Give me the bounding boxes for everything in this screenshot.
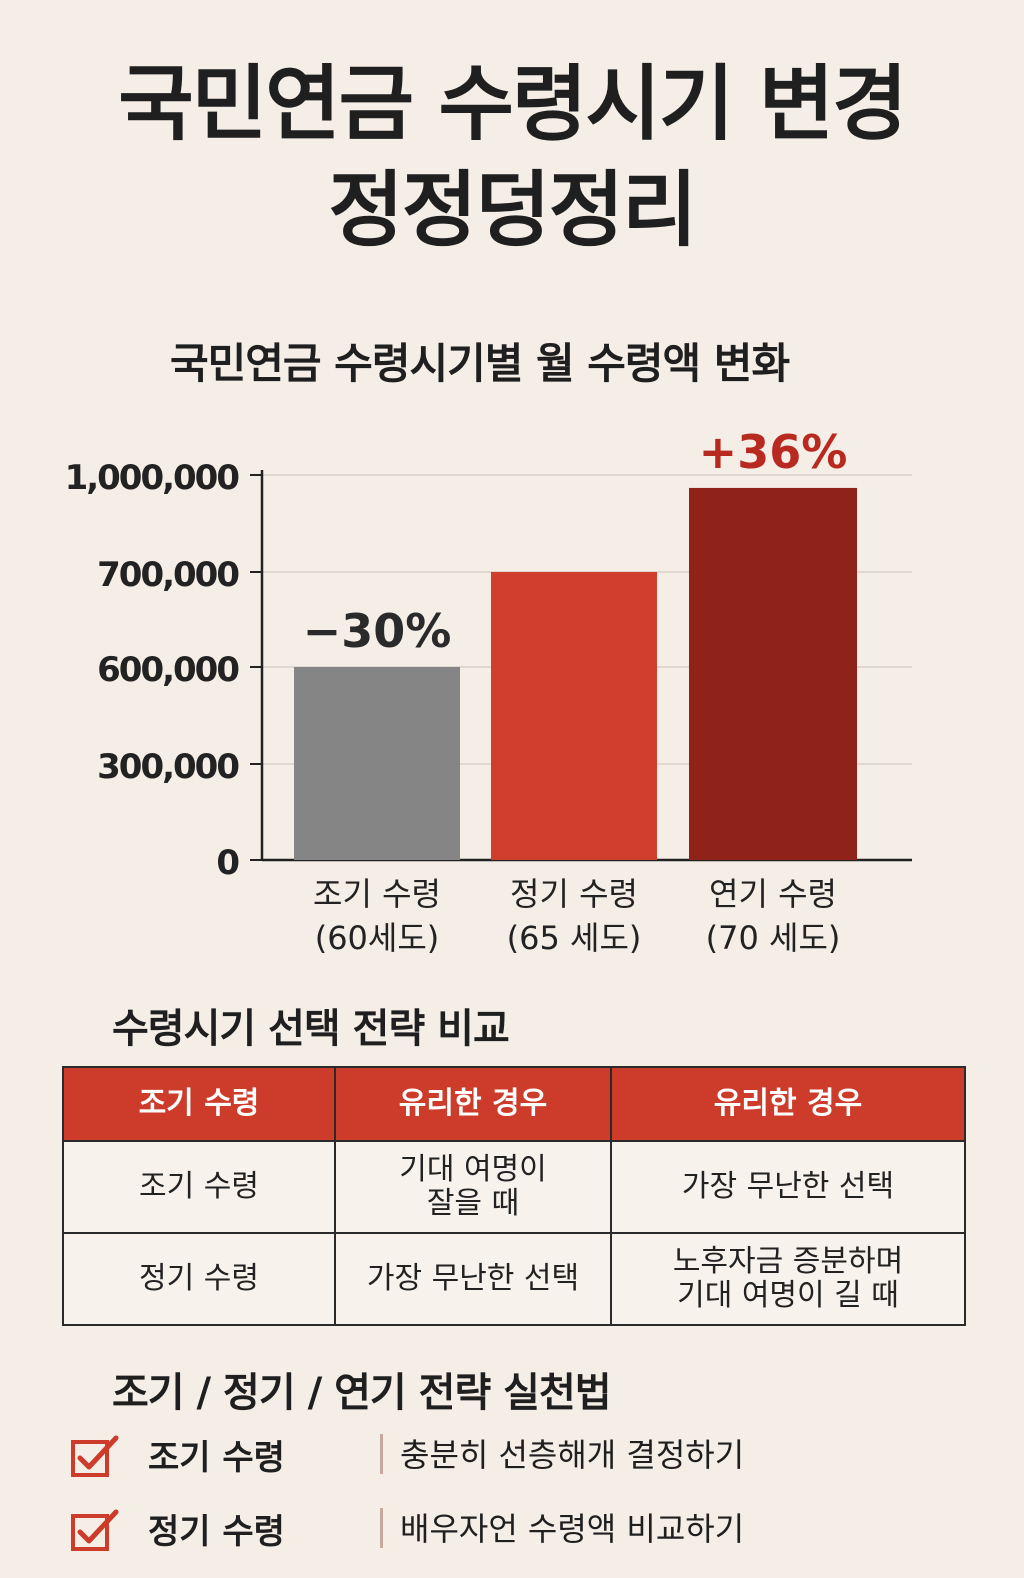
- data-label: −30%: [303, 604, 452, 658]
- table-row: 조기 수령 기대 여명이 잘을 때 가장 무난한 선택: [62, 1140, 966, 1234]
- table-row: 정기 수령 가장 무난한 선택 노후자금 증분하며 기대 여명이 길 때: [62, 1232, 966, 1326]
- table-cell: 정기 수령: [62, 1232, 336, 1326]
- table-header-cell: 조기 수령: [62, 1066, 336, 1142]
- bar-2: [491, 572, 657, 860]
- section-title-comparison: 수령시기 선택 전략 비교: [112, 1006, 510, 1052]
- y-tick-label: 0: [216, 843, 239, 883]
- x-tick-label: (60세도): [315, 919, 440, 957]
- table-header-row: 조기 수령 유리한 경우 유리한 경우: [62, 1066, 966, 1142]
- cell-line: 노후자금 증분하며: [672, 1243, 904, 1279]
- section-title-strategy: 조기 / 정기 / 연기 전략 실천법: [112, 1370, 612, 1416]
- page-title-line1: 국민연금 수령시기 변경: [118, 57, 908, 152]
- bar-chart: 0 300,000 600,000 700,000 1,000,000 −30% 조기 수령…: [65, 425, 912, 957]
- cell-line: 기대 여명이: [399, 1151, 547, 1187]
- y-tick-label: 600,000: [97, 650, 239, 690]
- x-tick-label: 조기 수령: [313, 875, 441, 913]
- x-tick-label: (70 세도): [706, 919, 841, 957]
- y-tick-label: 1,000,000: [65, 458, 240, 498]
- divider: [380, 1434, 383, 1474]
- checklist-item-desc: 충분히 선층해개 결정하기: [400, 1436, 745, 1474]
- chart-title: 국민연금 수령시기별 월 수령액 변화: [170, 339, 790, 388]
- checklist-item-label: 조기 수령: [148, 1438, 285, 1478]
- cell-line: 기대 여명이 길 때: [677, 1278, 899, 1313]
- comparison-table: 조기 수령 유리한 경우 유리한 경우 조기 수령 기대 여명이 잘을 때 가장…: [62, 1066, 966, 1326]
- table-cell: 가장 무난한 선택: [610, 1140, 966, 1234]
- page-title-line2: 정정덩정리: [328, 163, 697, 258]
- table-cell: 가장 무난한 선택: [334, 1232, 612, 1326]
- cell-line: 조기 수령: [139, 1168, 259, 1204]
- checklist-item-desc: 배우자언 수령액 비교하기: [400, 1510, 745, 1548]
- x-tick-label: 정기 수령: [510, 875, 638, 913]
- checkbox-checked-icon: [71, 1509, 119, 1551]
- bar-3: [689, 487, 857, 860]
- table-cell: 조기 수령: [62, 1140, 336, 1234]
- table-header-cell: 유리한 경우: [610, 1066, 966, 1142]
- cell-line: 가장 무난한 선택: [366, 1260, 580, 1296]
- table-header-cell: 유리한 경우: [334, 1066, 612, 1142]
- y-tick-label: 700,000: [97, 555, 239, 595]
- checklist-item: 정기 수령 배우자언 수령액 비교하기: [70, 1504, 970, 1578]
- bar-1: [294, 667, 460, 860]
- cell-line: 잘을 때: [426, 1186, 520, 1221]
- checklist-item: 조기 수령 충분히 선층해개 결정하기: [70, 1430, 970, 1504]
- checkbox-checked-icon: [71, 1435, 119, 1477]
- cell-line: 가장 무난한 선택: [681, 1168, 895, 1204]
- checklist-item-label: 정기 수령: [148, 1512, 285, 1552]
- table-cell: 노후자금 증분하며 기대 여명이 길 때: [610, 1232, 966, 1326]
- y-tick-label: 300,000: [97, 747, 239, 787]
- x-tick-label: (65 세도): [507, 919, 642, 957]
- checklist: 조기 수령 충분히 선층해개 결정하기 정기 수령 배우자언 수령액 비교하기: [70, 1430, 970, 1578]
- cell-line: 정기 수령: [139, 1260, 259, 1296]
- x-tick-label: 연기 수령: [709, 875, 837, 913]
- divider: [380, 1508, 383, 1548]
- table-cell: 기대 여명이 잘을 때: [334, 1140, 612, 1234]
- data-label: +36%: [699, 425, 848, 479]
